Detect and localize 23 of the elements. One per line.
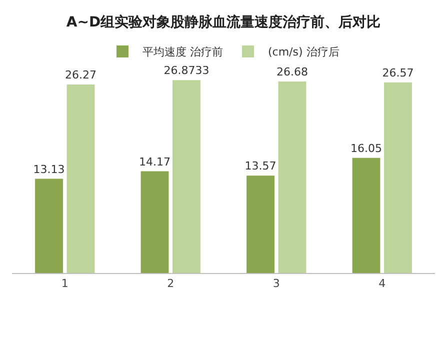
x-tick-label: 1 — [61, 277, 68, 290]
legend-label: 平均速度 治疗前 — [142, 46, 223, 59]
data-label: 26.68 — [276, 66, 308, 79]
bar — [172, 80, 200, 273]
bar — [35, 178, 63, 273]
legend-label: (cm/s) 治疗后 — [268, 46, 340, 59]
chart-title: A~D组实验对象股静脉血流量速度治疗前、后对比 — [66, 14, 381, 31]
data-label: 13.13 — [33, 162, 65, 176]
x-tick-label: 2 — [167, 277, 174, 290]
bar — [384, 82, 412, 273]
data-label: 26.27 — [64, 68, 96, 82]
bar — [66, 84, 95, 273]
data-label: 14.17 — [139, 155, 171, 168]
data-label: 13.57 — [244, 160, 276, 173]
bar — [352, 158, 380, 273]
data-label: 26.57 — [382, 66, 414, 80]
x-tick-label: 4 — [378, 277, 386, 290]
data-label: 16.05 — [350, 142, 382, 155]
data-label: 26.8733 — [164, 64, 210, 78]
bar — [246, 176, 274, 273]
bar — [278, 82, 306, 273]
x-tick-label: 3 — [272, 277, 280, 290]
bar — [140, 171, 169, 273]
